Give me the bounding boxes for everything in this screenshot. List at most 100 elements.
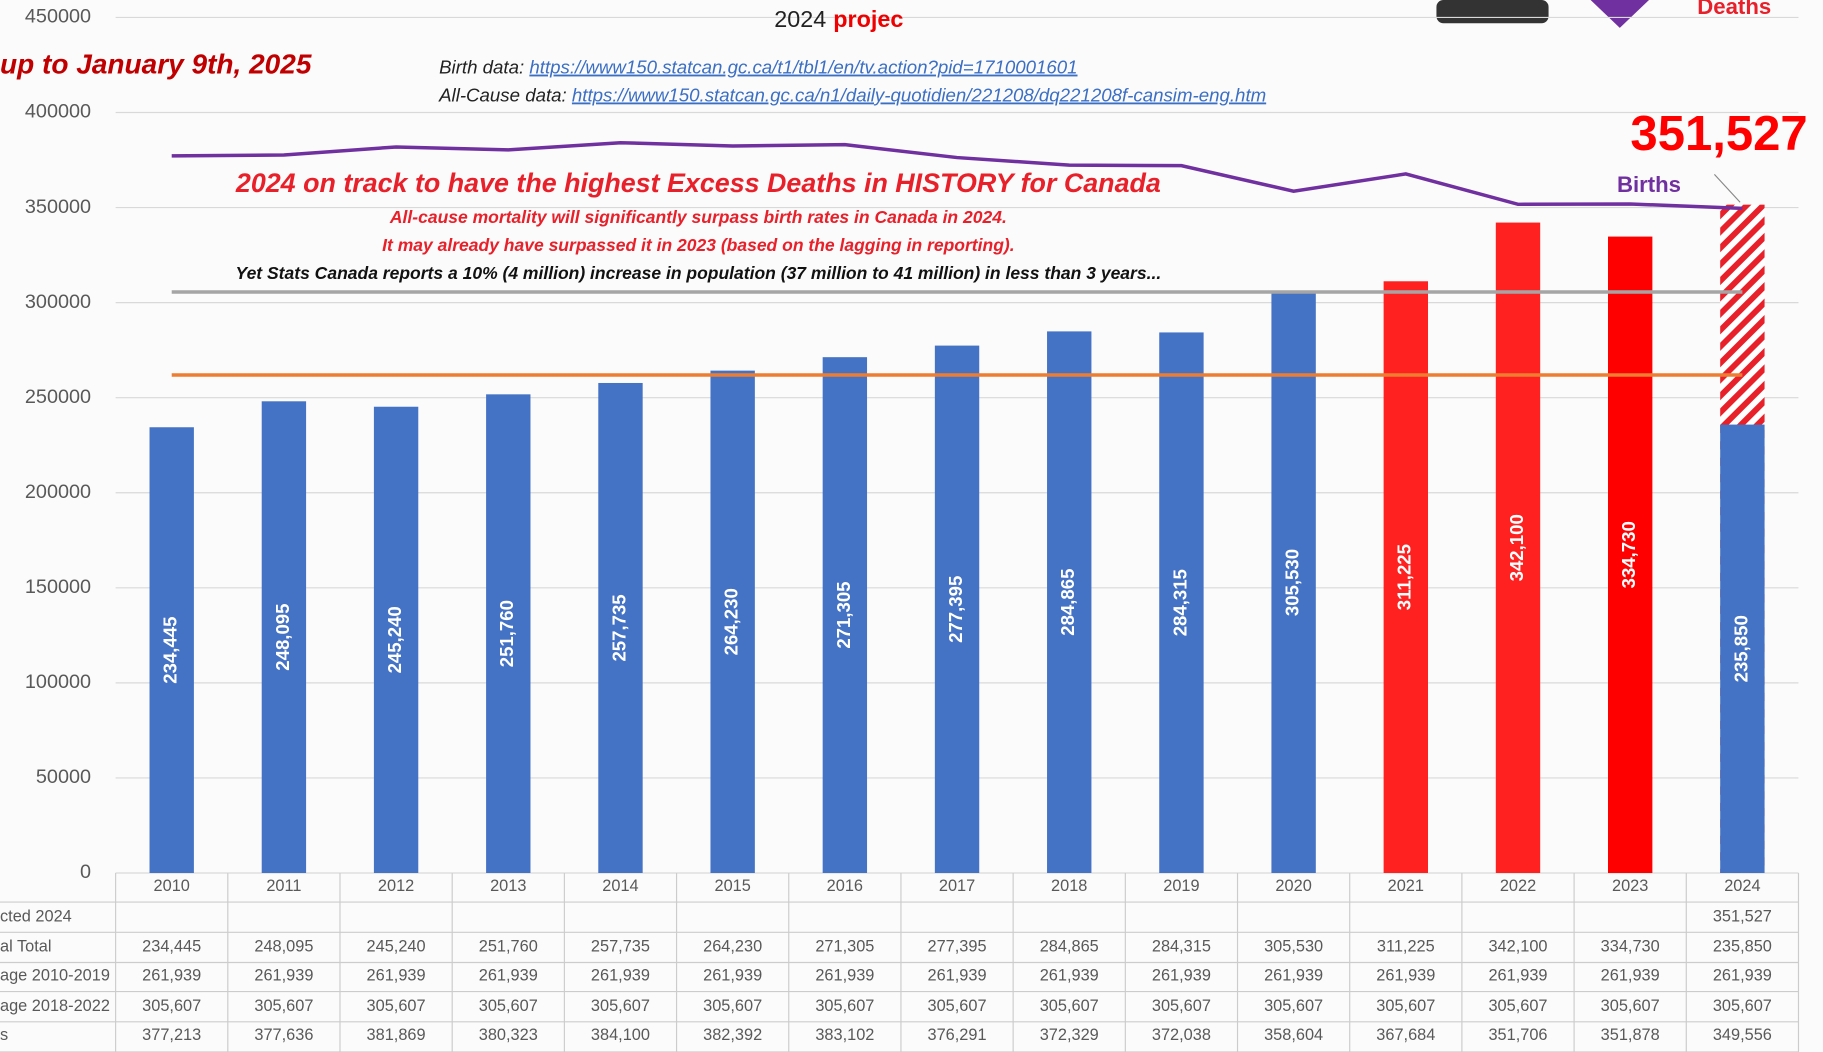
x-tick-label: 2022 bbox=[1500, 877, 1536, 895]
table-cell: 248,095 bbox=[254, 938, 313, 956]
deaths-label: Deaths bbox=[1697, 0, 1771, 19]
table-cell: 271,305 bbox=[815, 938, 874, 956]
table-row-label: s bbox=[0, 1026, 8, 1044]
table-row-label: al Total bbox=[0, 938, 51, 956]
table-cell: 261,939 bbox=[1488, 967, 1547, 985]
table-cell: 376,291 bbox=[928, 1026, 987, 1044]
table-cell: 257,735 bbox=[591, 938, 650, 956]
projected-label: 351,527 bbox=[1630, 107, 1807, 161]
source-label: All-Cause data: bbox=[438, 84, 572, 105]
bar bbox=[1047, 331, 1092, 873]
table-cell: 261,939 bbox=[479, 967, 538, 985]
bar-value-label: 305,530 bbox=[1282, 549, 1303, 616]
table-cell: 305,607 bbox=[1713, 997, 1772, 1015]
note: It may already have surpassed it in 2023… bbox=[382, 235, 1014, 255]
bar-value-label: 334,730 bbox=[1618, 521, 1639, 588]
x-tick-label: 2017 bbox=[939, 877, 975, 895]
table-cell: 305,607 bbox=[1264, 997, 1323, 1015]
x-tick-label: 2015 bbox=[714, 877, 750, 895]
source-link[interactable]: https://www150.statcan.gc.ca/n1/daily-qu… bbox=[572, 84, 1266, 105]
bar-value-label: 248,095 bbox=[272, 604, 293, 671]
table-cell: 261,939 bbox=[1376, 967, 1435, 985]
y-tick-label: 150000 bbox=[25, 576, 91, 598]
table-cell: 383,102 bbox=[815, 1026, 874, 1044]
table-cell: 261,939 bbox=[254, 967, 313, 985]
bar-value-label: 284,315 bbox=[1169, 569, 1190, 636]
x-tick-label: 2020 bbox=[1275, 877, 1311, 895]
cup-icon bbox=[1436, 0, 1549, 24]
table-cell: 261,939 bbox=[367, 967, 426, 985]
title-rest: projec bbox=[833, 6, 903, 32]
y-tick-label: 100000 bbox=[25, 671, 91, 693]
bar bbox=[1271, 292, 1316, 873]
table-cell: 380,323 bbox=[479, 1026, 538, 1044]
table-row-label: cted 2024 bbox=[0, 907, 72, 925]
table-cell: 277,395 bbox=[928, 938, 987, 956]
table-cell: 305,607 bbox=[591, 997, 650, 1015]
x-tick-label: 2024 bbox=[1724, 877, 1760, 895]
table-cell: 261,939 bbox=[703, 967, 762, 985]
x-tick-label: 2011 bbox=[266, 877, 301, 895]
table-cell: 284,865 bbox=[1040, 938, 1099, 956]
table-row-label: age 2010-2019 bbox=[0, 967, 110, 985]
table-cell: 251,760 bbox=[479, 938, 538, 956]
bar bbox=[934, 345, 980, 873]
x-tick-label: 2016 bbox=[827, 877, 863, 895]
bar-value-label: 284,865 bbox=[1057, 569, 1078, 636]
table-cell: 305,607 bbox=[1040, 997, 1099, 1015]
bar bbox=[149, 427, 194, 873]
table-cell: 305,607 bbox=[928, 997, 987, 1015]
births-label: Births bbox=[1617, 172, 1681, 197]
table-cell: 261,939 bbox=[1713, 967, 1772, 985]
table-cell: 264,230 bbox=[703, 938, 762, 956]
table-cell: 372,038 bbox=[1152, 1026, 1211, 1044]
x-tick-label: 2012 bbox=[378, 877, 414, 895]
source-link[interactable]: https://www150.statcan.gc.ca/t1/tbl1/en/… bbox=[529, 57, 1077, 78]
bar bbox=[710, 370, 755, 873]
table-cell: 234,445 bbox=[142, 938, 201, 956]
table-cell: 305,607 bbox=[1152, 997, 1211, 1015]
bar-value-label: 264,230 bbox=[721, 588, 742, 655]
table-cell: 284,315 bbox=[1152, 938, 1211, 956]
y-tick-label: 300000 bbox=[25, 291, 91, 313]
table-cell: 305,607 bbox=[1488, 997, 1547, 1015]
y-tick-label: 400000 bbox=[25, 101, 91, 123]
x-tick-label: 2014 bbox=[602, 877, 638, 895]
bar bbox=[261, 401, 307, 873]
title-year: 2024 bbox=[774, 6, 826, 32]
y-tick-label: 200000 bbox=[25, 481, 91, 503]
table-cell: 261,939 bbox=[1601, 967, 1660, 985]
table-cell: 305,530 bbox=[1264, 938, 1323, 956]
table-cell: 235,850 bbox=[1713, 938, 1772, 956]
table-cell: 342,100 bbox=[1488, 938, 1547, 956]
y-tick-label: 0 bbox=[80, 861, 91, 883]
death-source: All-Cause data: https://www150.statcan.g… bbox=[438, 84, 1266, 105]
table-cell: 261,939 bbox=[815, 967, 874, 985]
table-cell: 261,939 bbox=[142, 967, 201, 985]
table-cell: 358,604 bbox=[1264, 1026, 1323, 1044]
table-cell: 305,607 bbox=[703, 997, 762, 1015]
table-cell: 367,684 bbox=[1376, 1026, 1435, 1044]
source-label: Birth data: bbox=[439, 57, 529, 78]
bar-value-label: 271,305 bbox=[833, 581, 854, 648]
line bbox=[171, 140, 1743, 211]
table-cell: 311,225 bbox=[1377, 938, 1435, 956]
bar bbox=[373, 406, 419, 873]
table-cell: 261,939 bbox=[1040, 967, 1099, 985]
table-cell: 261,939 bbox=[591, 967, 650, 985]
table-cell: 334,730 bbox=[1601, 938, 1660, 956]
table-cell: 261,939 bbox=[1152, 967, 1211, 985]
table-cell: 305,607 bbox=[142, 997, 201, 1015]
table-cell: 261,939 bbox=[1264, 967, 1323, 985]
bar bbox=[1720, 424, 1765, 873]
y-tick-label: 350000 bbox=[25, 196, 91, 218]
table-cell: 305,607 bbox=[1601, 997, 1660, 1015]
table-cell: 305,607 bbox=[367, 997, 426, 1015]
table-cell: 305,607 bbox=[815, 997, 874, 1015]
x-tick-label: 2018 bbox=[1051, 877, 1087, 895]
pointer bbox=[1713, 173, 1741, 203]
bar-value-label: 234,445 bbox=[160, 617, 181, 684]
subtitle: up to January 9th, 2025 bbox=[0, 49, 312, 80]
table-cell: 245,240 bbox=[367, 938, 426, 956]
